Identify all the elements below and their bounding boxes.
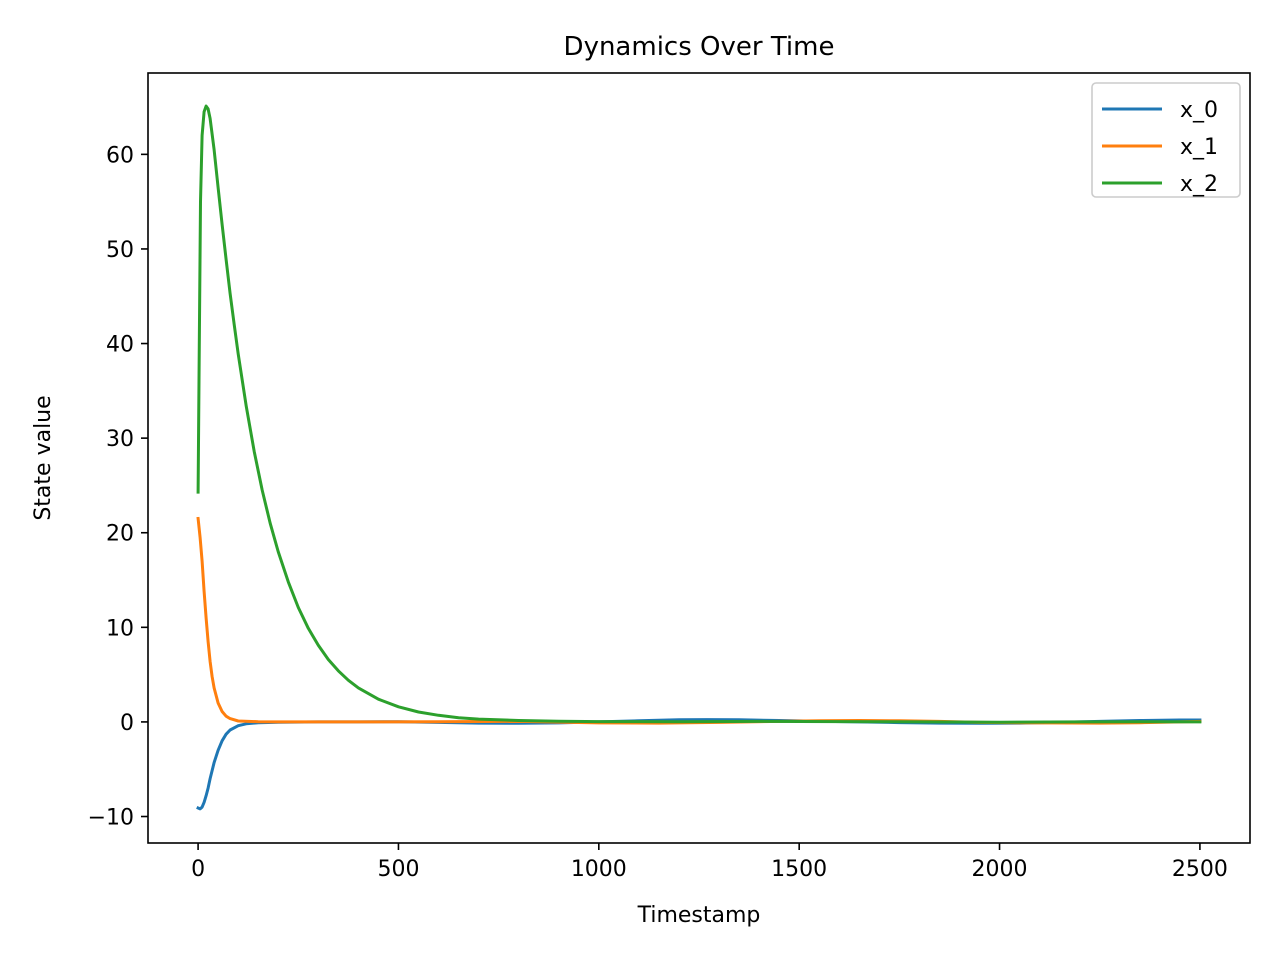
y-axis-label: State value: [31, 395, 56, 520]
legend-label-x-2: x_2: [1180, 172, 1218, 197]
y-tick-label: 10: [106, 616, 134, 641]
x-axis-label: Timestamp: [637, 903, 761, 928]
legend-box: [1091, 82, 1241, 198]
series-line-x-1: [196, 516, 1202, 725]
y-tick-label: 30: [106, 427, 134, 452]
x-tick-label: 1500: [771, 857, 827, 882]
series-layer: [196, 104, 1202, 811]
x-tick-label: 1000: [571, 857, 627, 882]
chart-title: Dynamics Over Time: [564, 32, 835, 62]
x-tick-label: 2500: [1172, 857, 1228, 882]
series-line-x-2: [196, 104, 1202, 724]
y-tick-label: 0: [120, 711, 134, 736]
ticks-layer: 0 500 1000 1500 2000 2500 −10 0 10 20 30 40 50 60: [88, 143, 1228, 882]
x-tick-label: 500: [377, 857, 419, 882]
y-tick-label: 40: [106, 333, 134, 358]
legend-label-x-1: x_1: [1180, 135, 1218, 160]
x-tick-label: 2000: [972, 857, 1028, 882]
y-tick-label: 50: [106, 238, 134, 263]
y-tick-label: 20: [106, 522, 134, 547]
x-tick-label: 0: [191, 857, 205, 882]
legend-label-x-0: x_0: [1180, 98, 1218, 123]
series-line-x-0: [196, 718, 1202, 811]
legend: x_0 x_1 x_2: [1091, 82, 1241, 198]
plot-frame: [147, 72, 1251, 844]
y-tick-label: −10: [88, 806, 134, 831]
y-tick-label: 60: [106, 143, 134, 168]
